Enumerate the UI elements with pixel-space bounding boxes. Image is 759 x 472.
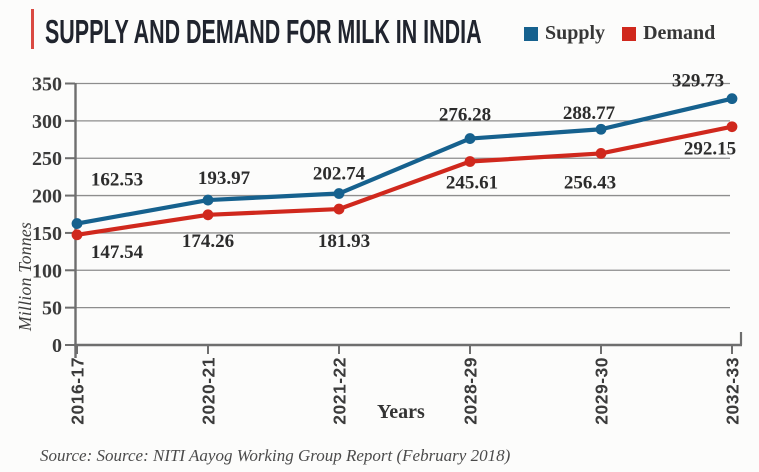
legend-item-supply: Supply: [524, 22, 605, 45]
x-tick-label: 2016-17: [68, 357, 88, 425]
y-tick-label: 0: [52, 335, 62, 357]
x-tick-label: 2021-22: [330, 357, 350, 425]
x-axis-title: Years: [377, 401, 425, 423]
legend: Supply Demand: [524, 22, 715, 45]
demand-value-label: 292.15: [684, 139, 736, 160]
supply-value-label: 276.28: [439, 105, 491, 126]
y-tick-label: 200: [32, 186, 62, 208]
x-tick-label: 2028-29: [461, 357, 481, 425]
y-tick-label: 150: [32, 223, 62, 245]
y-tick-label: 350: [32, 74, 62, 96]
supply-value-label: 193.97: [198, 168, 251, 189]
page-title: SUPPLY AND DEMAND FOR MILK IN INDIA: [45, 13, 482, 50]
demand-point: [333, 203, 345, 215]
x-tick-label: 2020-21: [199, 357, 219, 425]
legend-item-demand: Demand: [622, 22, 715, 45]
supply-point: [333, 188, 345, 199]
x-tick-label: 2032-33: [723, 357, 743, 425]
y-tick-label: 50: [42, 298, 62, 320]
y-tick-label: 300: [32, 111, 62, 133]
demand-value-label: 147.54: [91, 242, 144, 263]
demand-point: [202, 209, 214, 221]
y-tick-label: 100: [32, 260, 62, 282]
supply-point: [71, 218, 83, 229]
source-note: Source: Source: NITI Aayog Working Group…: [40, 446, 511, 465]
supply-value-label: 288.77: [563, 103, 616, 124]
y-axis-title: Million Tonnes: [15, 221, 35, 331]
demand-line: [74, 124, 735, 237]
demand-point: [464, 156, 476, 167]
supply-swatch-icon: [524, 26, 538, 41]
legend-label-demand: Demand: [643, 22, 716, 44]
demand-point: [595, 148, 607, 159]
supply-point: [202, 194, 214, 206]
demand-value-label: 181.93: [318, 231, 370, 252]
demand-point: [726, 121, 738, 133]
legend-label-supply: Supply: [545, 22, 606, 44]
supply-point: [464, 133, 476, 144]
title-accent-bar: [31, 9, 34, 49]
supply-point: [595, 123, 607, 135]
supply-value-label: 162.53: [91, 170, 143, 191]
demand-value-label: 245.61: [446, 172, 498, 193]
demand-point: [71, 229, 83, 241]
demand-value-label: 256.43: [564, 172, 616, 193]
supply-point: [726, 93, 738, 105]
y-tick-label: 250: [32, 148, 62, 170]
supply-value-label: 329.73: [672, 71, 724, 92]
demand-swatch-icon: [622, 26, 637, 41]
supply-line: [74, 96, 735, 226]
x-tick-label: 2029-30: [592, 357, 612, 425]
demand-value-label: 174.26: [182, 231, 234, 252]
supply-value-label: 202.74: [313, 164, 366, 185]
